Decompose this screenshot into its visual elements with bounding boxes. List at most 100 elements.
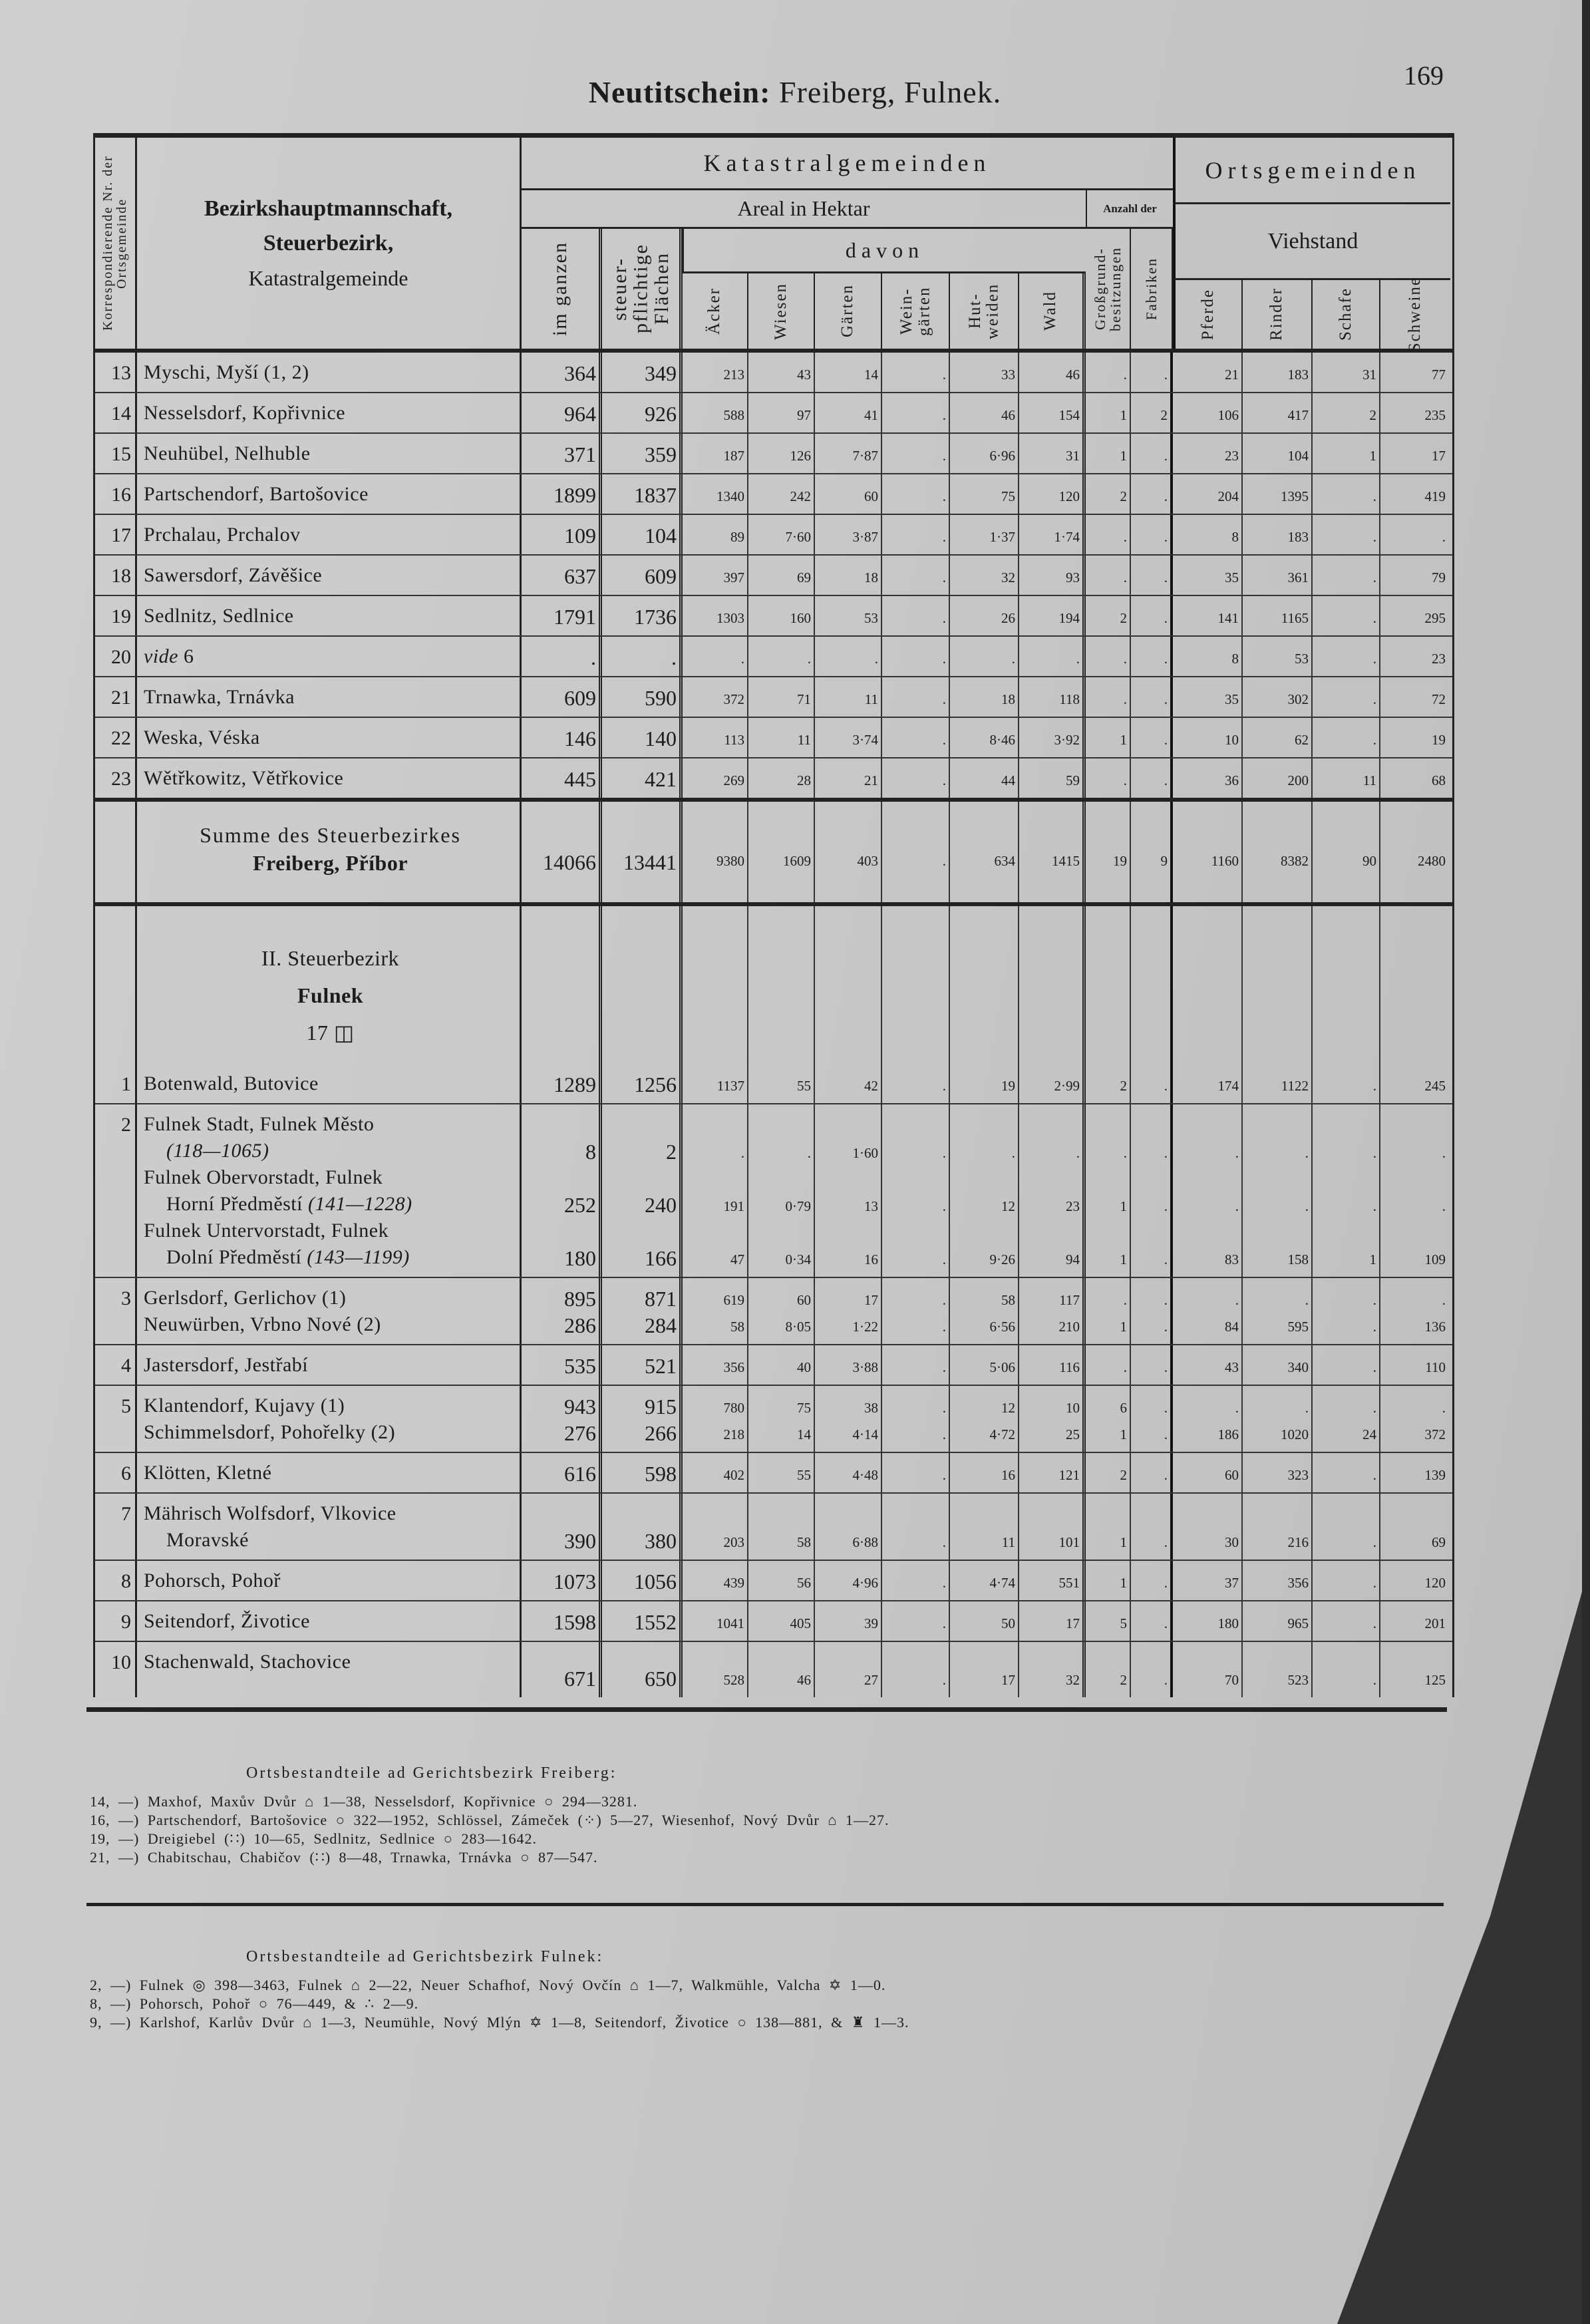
value-cell: 1395 xyxy=(1243,474,1313,514)
value: 32 xyxy=(1001,570,1015,585)
value-cell: 1020 xyxy=(1243,1419,1313,1452)
value: . xyxy=(1011,1145,1015,1161)
value: 551 xyxy=(1058,1575,1080,1591)
value: 37 xyxy=(1225,1575,1239,1591)
value-cell: . xyxy=(1131,1064,1173,1103)
value: 245 xyxy=(1424,1078,1446,1094)
value: 59 xyxy=(1066,772,1080,788)
row-number: 15 xyxy=(95,434,137,473)
value-cell: . xyxy=(602,637,683,676)
value: . xyxy=(1123,1145,1127,1161)
value: 60 xyxy=(864,488,878,504)
value: 528 xyxy=(723,1672,745,1688)
value: . xyxy=(1372,488,1376,504)
header-col-9: Fabriken xyxy=(1131,229,1173,349)
value-cell: . xyxy=(882,1345,950,1385)
value-cell: . xyxy=(1313,1311,1380,1344)
value: 356 xyxy=(723,1359,745,1375)
row-entry: Partschendorf, Bartošovice 1899 1837 1340 24… xyxy=(137,474,1452,514)
value-cell: . xyxy=(1086,353,1131,392)
row-number: 8 xyxy=(95,1561,137,1600)
value: 42 xyxy=(864,1078,878,1094)
value: 1899 xyxy=(554,483,596,507)
table-row: 2 Fulnek Stadt, Fulnek Město (118—1065) 8 2.… xyxy=(95,1104,1452,1278)
value: 141 xyxy=(1217,610,1239,626)
value-cell: 43 xyxy=(748,353,815,392)
value-cell: 39 xyxy=(815,1601,882,1641)
value-cell: 439 xyxy=(683,1561,748,1600)
place-name-line: Fulnek Untervorstadt, Fulnek xyxy=(144,1218,389,1244)
value-cell: 69 xyxy=(1380,1494,1448,1560)
value-cell: . xyxy=(1086,1278,1131,1311)
value: . xyxy=(942,651,946,667)
value-cell: 19 xyxy=(950,1064,1019,1103)
value-cell: 9·26 xyxy=(950,1218,1019,1277)
value: 12 xyxy=(1001,1400,1015,1416)
place-name-text: Gerlsdorf, Gerlichov (1) xyxy=(144,1287,347,1309)
value: 139 xyxy=(1424,1467,1446,1483)
value: 6·56 xyxy=(989,1319,1016,1335)
value-cell: 174 xyxy=(1173,1064,1243,1103)
value: 174 xyxy=(1217,1078,1239,1094)
value-cell: 14066 xyxy=(522,802,602,902)
value-cell: 204 xyxy=(1173,474,1243,514)
value-cell: 1 xyxy=(1086,1561,1131,1600)
row-entry: Summe des Steuerbezirkes Freiberg, Příbor… xyxy=(137,802,1452,902)
value: . xyxy=(1123,651,1127,667)
value-cell: 16 xyxy=(950,1453,1019,1492)
value-cell: 58 xyxy=(683,1311,748,1344)
header-col-0: im ganzen xyxy=(522,229,602,349)
place-name-text: Trnawka, Trnávka xyxy=(144,686,295,708)
value: 3·87 xyxy=(852,529,879,545)
value: 183 xyxy=(1287,367,1309,383)
value: 402 xyxy=(723,1467,745,1483)
row-entry: Fulnek Untervorstadt, Fulnek Dolní Předmě… xyxy=(137,1218,1452,1277)
value-cell: 364 xyxy=(522,353,602,392)
value: 421 xyxy=(645,767,677,791)
value-cell: 160 xyxy=(748,596,815,635)
place-name-text: Horní Předměstí xyxy=(166,1193,308,1215)
sum-label: Summe des Steuerbezirkes Freiberg, Příbor xyxy=(137,802,522,902)
value-cell: 11 xyxy=(815,677,882,717)
value-cell: 35 xyxy=(1173,677,1243,717)
value-cell: 11 xyxy=(1313,758,1380,798)
value-cell: . xyxy=(1131,474,1173,514)
value: 1415 xyxy=(1052,852,1080,869)
value-cell: 965 xyxy=(1243,1601,1313,1641)
value-cell: 11 xyxy=(950,1494,1019,1560)
value-cell: 1 xyxy=(1313,434,1380,473)
value-cell: . xyxy=(1131,596,1173,635)
place-name-line: Horní Předměstí (141—1228) xyxy=(144,1191,412,1218)
value: 1 xyxy=(1120,407,1128,423)
value: 1303 xyxy=(716,610,744,626)
value: 1552 xyxy=(634,1610,677,1634)
value: . xyxy=(1123,367,1127,383)
value-cell: 14 xyxy=(748,1419,815,1452)
value-cell: 18 xyxy=(815,556,882,595)
row-entries: Sawersdorf, Závěšice 637 609 397 69 18. 32 93..… xyxy=(137,556,1452,595)
place-name-text: Fulnek Untervorstadt, Fulnek xyxy=(144,1220,389,1242)
value: 106 xyxy=(1217,407,1239,423)
value: . xyxy=(942,1198,946,1214)
value-cell: 40 xyxy=(748,1345,815,1385)
value-cell: 126 xyxy=(748,434,815,473)
value: . xyxy=(1235,1292,1239,1308)
value: 7·60 xyxy=(785,529,812,545)
table-row: 19 Sedlnitz, Sedlnice 1791 1736 1303 160 53. 26… xyxy=(95,596,1452,637)
row-entry: Nesselsdorf, Kopřivnice 964 926 588 97 41. 46 1… xyxy=(137,393,1452,432)
value-cell: 3·92 xyxy=(1019,718,1086,757)
place-name-text: Klötten, Kletné xyxy=(144,1462,272,1484)
value-cell: 60 xyxy=(1173,1453,1243,1492)
value: 194 xyxy=(1058,610,1080,626)
value-cell: 5 xyxy=(1086,1601,1131,1641)
value-cell: 6·56 xyxy=(950,1311,1019,1344)
value-cell: 201 xyxy=(1380,1601,1448,1641)
value: 295 xyxy=(1424,610,1446,626)
place-name-text: Fulnek Obervorstadt, Fulnek xyxy=(144,1166,383,1188)
value-cell: 2 xyxy=(1086,596,1131,635)
table-row: 6 Klötten, Kletné 616 598 402 55 4·48. 16 121 2. 6… xyxy=(95,1453,1452,1494)
place-name-line: Partschendorf, Bartošovice xyxy=(144,481,369,508)
value: 302 xyxy=(1287,691,1309,707)
place-name: Gerlsdorf, Gerlichov (1) xyxy=(137,1278,522,1311)
value: . xyxy=(807,651,811,667)
